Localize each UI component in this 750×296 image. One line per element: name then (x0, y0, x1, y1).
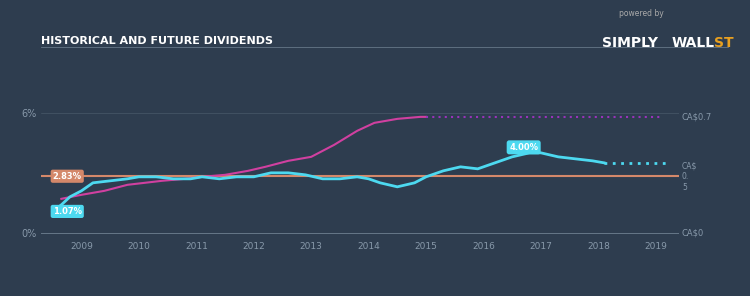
Text: 2.83%: 2.83% (53, 172, 82, 181)
Text: ST: ST (714, 36, 734, 49)
Text: CA$0: CA$0 (682, 228, 704, 237)
Text: SIMPLY: SIMPLY (602, 36, 658, 49)
Text: CA$
0.
5: CA$ 0. 5 (682, 162, 698, 192)
Text: CA$0.7: CA$0.7 (682, 112, 712, 121)
Text: powered by: powered by (619, 9, 664, 18)
Text: WALL: WALL (671, 36, 715, 49)
Text: 4.00%: 4.00% (509, 143, 538, 152)
Text: HISTORICAL AND FUTURE DIVIDENDS: HISTORICAL AND FUTURE DIVIDENDS (41, 36, 273, 46)
Text: 1.07%: 1.07% (53, 207, 82, 216)
